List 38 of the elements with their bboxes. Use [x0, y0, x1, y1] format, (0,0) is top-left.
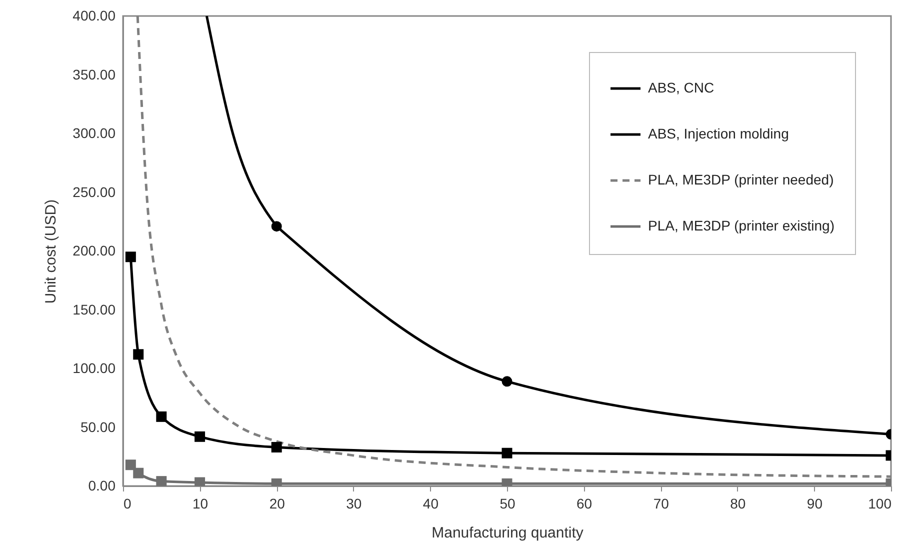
- legend-label: ABS, Injection molding: [648, 126, 789, 142]
- x-tick-label: 20: [269, 496, 286, 512]
- y-tick-label: 0.00: [88, 478, 116, 494]
- y-tick-label: 150.00: [72, 301, 116, 318]
- y-tick-label: 100.00: [72, 360, 116, 376]
- x-tick-label: 30: [346, 496, 362, 512]
- point: [271, 221, 282, 232]
- x-tick-label: 40: [422, 496, 439, 512]
- point: [125, 252, 136, 262]
- point: [125, 460, 136, 470]
- point: [271, 442, 282, 452]
- point: [156, 411, 167, 422]
- y-tick-label: 200.00: [72, 242, 116, 258]
- point: [156, 476, 167, 486]
- y-axis-title: Unit cost (USD): [42, 199, 60, 304]
- x-axis-title: Manufacturing quantity: [432, 524, 584, 542]
- x-tick-label: 80: [730, 496, 746, 512]
- x-tick-label: 50: [500, 496, 516, 512]
- point: [194, 431, 206, 442]
- x-tick-label: 90: [806, 496, 823, 512]
- point: [133, 349, 144, 360]
- x-tick-label: 70: [653, 496, 670, 512]
- y-tick-label: 250.00: [72, 184, 116, 200]
- point: [502, 376, 512, 387]
- legend-label: PLA, ME3DP (printer existing): [648, 218, 834, 234]
- x-tick-label: 10: [192, 496, 208, 512]
- legend-label: PLA, ME3DP (printer needed): [648, 172, 834, 188]
- point: [502, 448, 512, 458]
- point: [133, 468, 144, 478]
- legend-label: ABS, CNC: [648, 80, 714, 96]
- y-tick-label: 400.00: [72, 8, 116, 24]
- point: [194, 477, 206, 486]
- x-tick-label: 0: [124, 496, 132, 512]
- x-tick-label: 60: [576, 496, 592, 512]
- y-tick-label: 300.00: [72, 125, 116, 141]
- x-tick-label: 100: [868, 496, 892, 512]
- y-tick-label: 50.00: [80, 418, 116, 435]
- y-tick-label: 350.00: [72, 66, 116, 82]
